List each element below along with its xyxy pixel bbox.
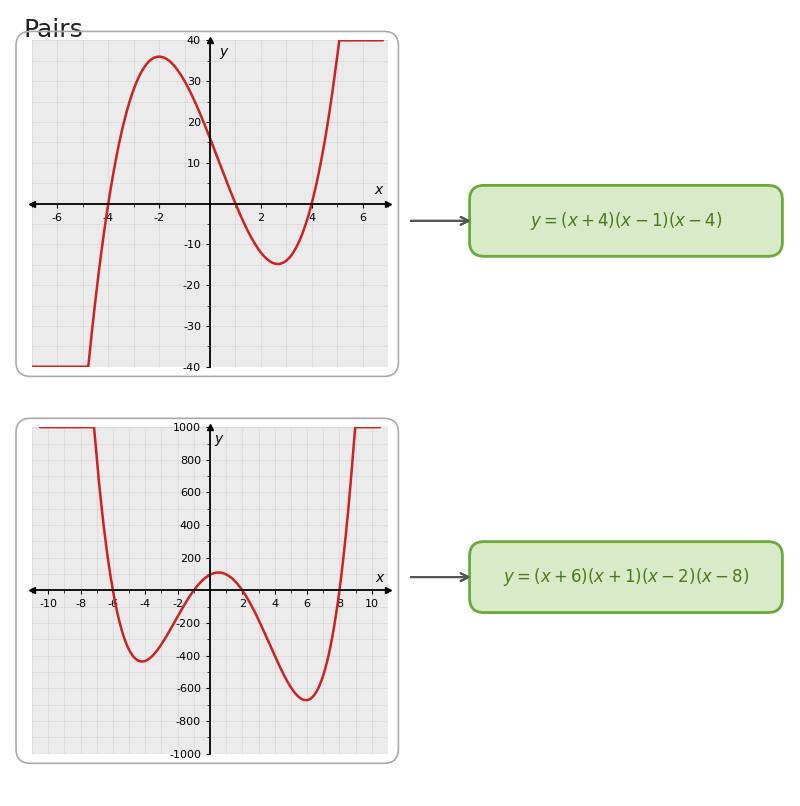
Text: x: x bbox=[374, 184, 383, 197]
Text: y: y bbox=[214, 432, 222, 446]
Text: x: x bbox=[375, 571, 383, 584]
Text: $y = (x + 6)(x + 1)(x - 2)(x - 8)$: $y = (x + 6)(x + 1)(x - 2)(x - 8)$ bbox=[502, 566, 750, 588]
Text: Pairs: Pairs bbox=[24, 18, 84, 42]
Text: y: y bbox=[219, 45, 227, 59]
Text: $y = (x + 4)(x - 1)(x - 4)$: $y = (x + 4)(x - 1)(x - 4)$ bbox=[530, 210, 722, 232]
